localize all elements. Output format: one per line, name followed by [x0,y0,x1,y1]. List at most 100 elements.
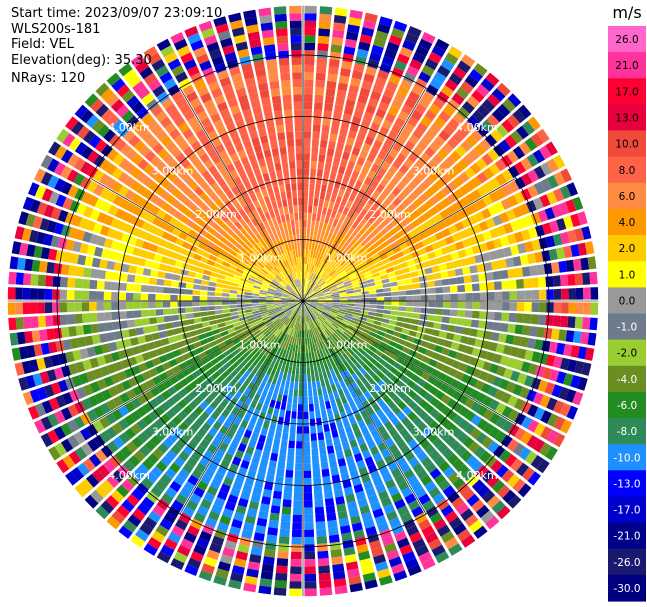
range-gate [217,30,231,41]
radar-gates [7,5,599,597]
range-gate [258,434,266,444]
range-gate [310,302,318,304]
range-gate [397,202,407,212]
range-gate [407,389,418,400]
range-gate [293,289,299,296]
range-gate [290,328,294,336]
range-gate [303,470,312,479]
range-gate [424,199,434,210]
range-gate [252,327,260,333]
range-gate [553,188,565,202]
range-gate [402,39,416,51]
range-gate [75,229,86,241]
range-gate [340,525,351,535]
range-gate [173,327,182,335]
range-gate [195,416,205,427]
range-gate [331,429,339,438]
range-gate [415,332,424,340]
range-gate [309,359,313,367]
range-gate [207,148,218,159]
range-gate [155,460,168,473]
range-gate [345,31,359,41]
range-gate [444,537,459,550]
range-gate [402,405,412,416]
range-gate [242,214,251,224]
range-gate [205,74,218,85]
range-gate [332,375,339,384]
range-gate [510,130,524,144]
range-gate [405,312,413,318]
range-gate [202,274,211,281]
range-gate [270,242,276,250]
range-gate [157,442,169,454]
range-gate [110,217,121,229]
range-gate [331,474,341,484]
range-gate [209,542,222,554]
range-gate [211,249,220,257]
range-gate [465,301,473,309]
range-gate [237,344,246,352]
range-gate [256,174,264,184]
range-gate [334,264,342,272]
range-gate [16,257,26,271]
range-gate [280,154,288,163]
range-gate [161,425,172,436]
range-gate [359,280,368,286]
range-gate [266,235,273,244]
range-gate [262,556,275,566]
range-gate [318,439,326,448]
range-gate [488,250,498,261]
range-gate [255,360,263,369]
range-gate [328,66,339,75]
range-gate [517,242,527,254]
range-gate [290,42,302,51]
range-gate [236,301,244,305]
range-gate [137,257,146,267]
range-gate [358,466,369,477]
range-gate [111,422,124,435]
range-gate [40,247,51,260]
range-gate [242,483,253,494]
range-gate [278,272,285,279]
range-gate [388,556,403,568]
range-gate [297,352,300,360]
range-gate [380,448,391,459]
range-gate [491,88,506,102]
range-gate [352,265,361,272]
range-gate [173,164,184,176]
range-gate [345,266,353,273]
range-gate [62,197,74,210]
range-gate [400,375,411,385]
range-gate [512,478,526,493]
range-gate [239,367,247,376]
range-gate [225,219,234,228]
range-gate [276,230,283,239]
range-gate [471,479,485,492]
range-gate [203,34,218,46]
range-gate [476,418,488,431]
range-gate [130,167,142,179]
range-gate [171,525,185,538]
range-gate [199,400,209,411]
range-gate [292,79,302,88]
range-gate [24,331,34,344]
range-gate [330,286,338,291]
range-gate [419,282,428,288]
range-gate [144,259,154,268]
range-gate [480,510,495,524]
range-gate [316,425,324,433]
range-gate [518,141,532,156]
range-gate [308,291,315,297]
range-gate [79,348,89,360]
range-gate [355,223,363,232]
range-gate [355,205,363,215]
range-gate [226,228,235,237]
range-gate [385,328,395,335]
range-gate [290,282,295,289]
range-gate [465,226,475,237]
range-gate [282,349,287,358]
range-gate [514,324,524,335]
range-gate [581,226,592,240]
range-gate [359,384,368,394]
range-gate [334,488,344,498]
